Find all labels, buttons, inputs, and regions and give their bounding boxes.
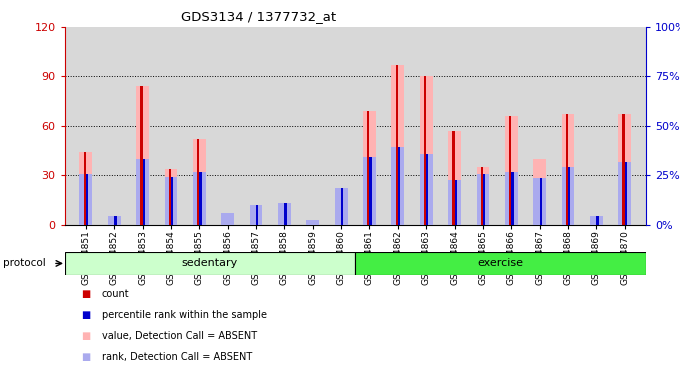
Bar <box>509 116 511 225</box>
Bar <box>65 252 355 275</box>
Bar <box>307 220 319 225</box>
Bar <box>448 180 461 225</box>
Bar <box>618 162 631 225</box>
Bar <box>363 157 376 225</box>
Bar <box>250 208 262 225</box>
Text: exercise: exercise <box>477 258 524 268</box>
Bar <box>590 217 602 225</box>
Bar <box>197 139 199 225</box>
Bar <box>596 217 598 225</box>
Bar <box>511 172 513 225</box>
Bar <box>256 205 258 225</box>
Bar <box>392 65 404 225</box>
Bar <box>483 174 486 225</box>
Bar <box>363 111 376 225</box>
Text: value, Detection Call = ABSENT: value, Detection Call = ABSENT <box>102 331 257 341</box>
Bar <box>420 76 432 225</box>
Bar <box>143 159 145 225</box>
Bar <box>355 252 646 275</box>
Bar <box>221 213 234 225</box>
Bar <box>622 114 625 225</box>
Bar <box>140 86 143 225</box>
Bar <box>278 203 291 225</box>
Bar <box>165 177 177 225</box>
Bar <box>84 152 86 225</box>
Bar <box>398 147 400 225</box>
Bar <box>562 167 575 225</box>
Bar <box>452 131 454 225</box>
Text: ■: ■ <box>82 352 91 362</box>
Text: rank, Detection Call = ABSENT: rank, Detection Call = ABSENT <box>102 352 252 362</box>
Bar <box>86 174 88 225</box>
Bar <box>136 86 149 225</box>
Text: protocol: protocol <box>3 258 46 268</box>
Bar <box>335 189 347 225</box>
Bar <box>392 147 404 225</box>
Bar <box>533 159 546 225</box>
Bar <box>193 139 205 225</box>
Bar <box>199 172 201 225</box>
Bar <box>396 65 398 225</box>
Bar <box>80 174 92 225</box>
Bar <box>426 154 428 225</box>
Bar <box>307 221 319 225</box>
Text: sedentary: sedentary <box>182 258 238 268</box>
Bar <box>171 177 173 225</box>
Text: ■: ■ <box>82 331 91 341</box>
Text: GDS3134 / 1377732_at: GDS3134 / 1377732_at <box>181 10 336 23</box>
Bar <box>454 180 457 225</box>
Text: count: count <box>102 289 130 299</box>
Bar <box>590 217 602 225</box>
Bar <box>136 159 149 225</box>
Bar <box>562 114 575 225</box>
Bar <box>108 217 120 225</box>
Bar <box>341 189 343 225</box>
Text: percentile rank within the sample: percentile rank within the sample <box>102 310 267 320</box>
Bar <box>367 111 369 225</box>
Bar <box>284 203 287 225</box>
Text: ■: ■ <box>82 289 91 299</box>
Bar <box>533 179 546 225</box>
Bar <box>477 174 490 225</box>
Bar <box>424 76 426 225</box>
Bar <box>221 217 234 225</box>
Bar <box>477 167 490 225</box>
Bar <box>420 154 432 225</box>
Bar <box>169 169 171 225</box>
Bar <box>481 167 483 225</box>
Bar <box>625 162 627 225</box>
Bar <box>566 114 568 225</box>
Bar <box>335 192 347 225</box>
Bar <box>540 179 542 225</box>
Bar <box>618 114 631 225</box>
Bar <box>193 172 205 225</box>
Bar <box>108 220 120 225</box>
Bar <box>278 207 291 225</box>
Bar <box>448 131 461 225</box>
Bar <box>80 152 92 225</box>
Text: ■: ■ <box>82 310 91 320</box>
Bar <box>505 172 517 225</box>
Bar <box>165 169 177 225</box>
Bar <box>114 217 116 225</box>
Bar <box>505 116 517 225</box>
Bar <box>568 167 571 225</box>
Bar <box>250 205 262 225</box>
Bar <box>369 157 372 225</box>
